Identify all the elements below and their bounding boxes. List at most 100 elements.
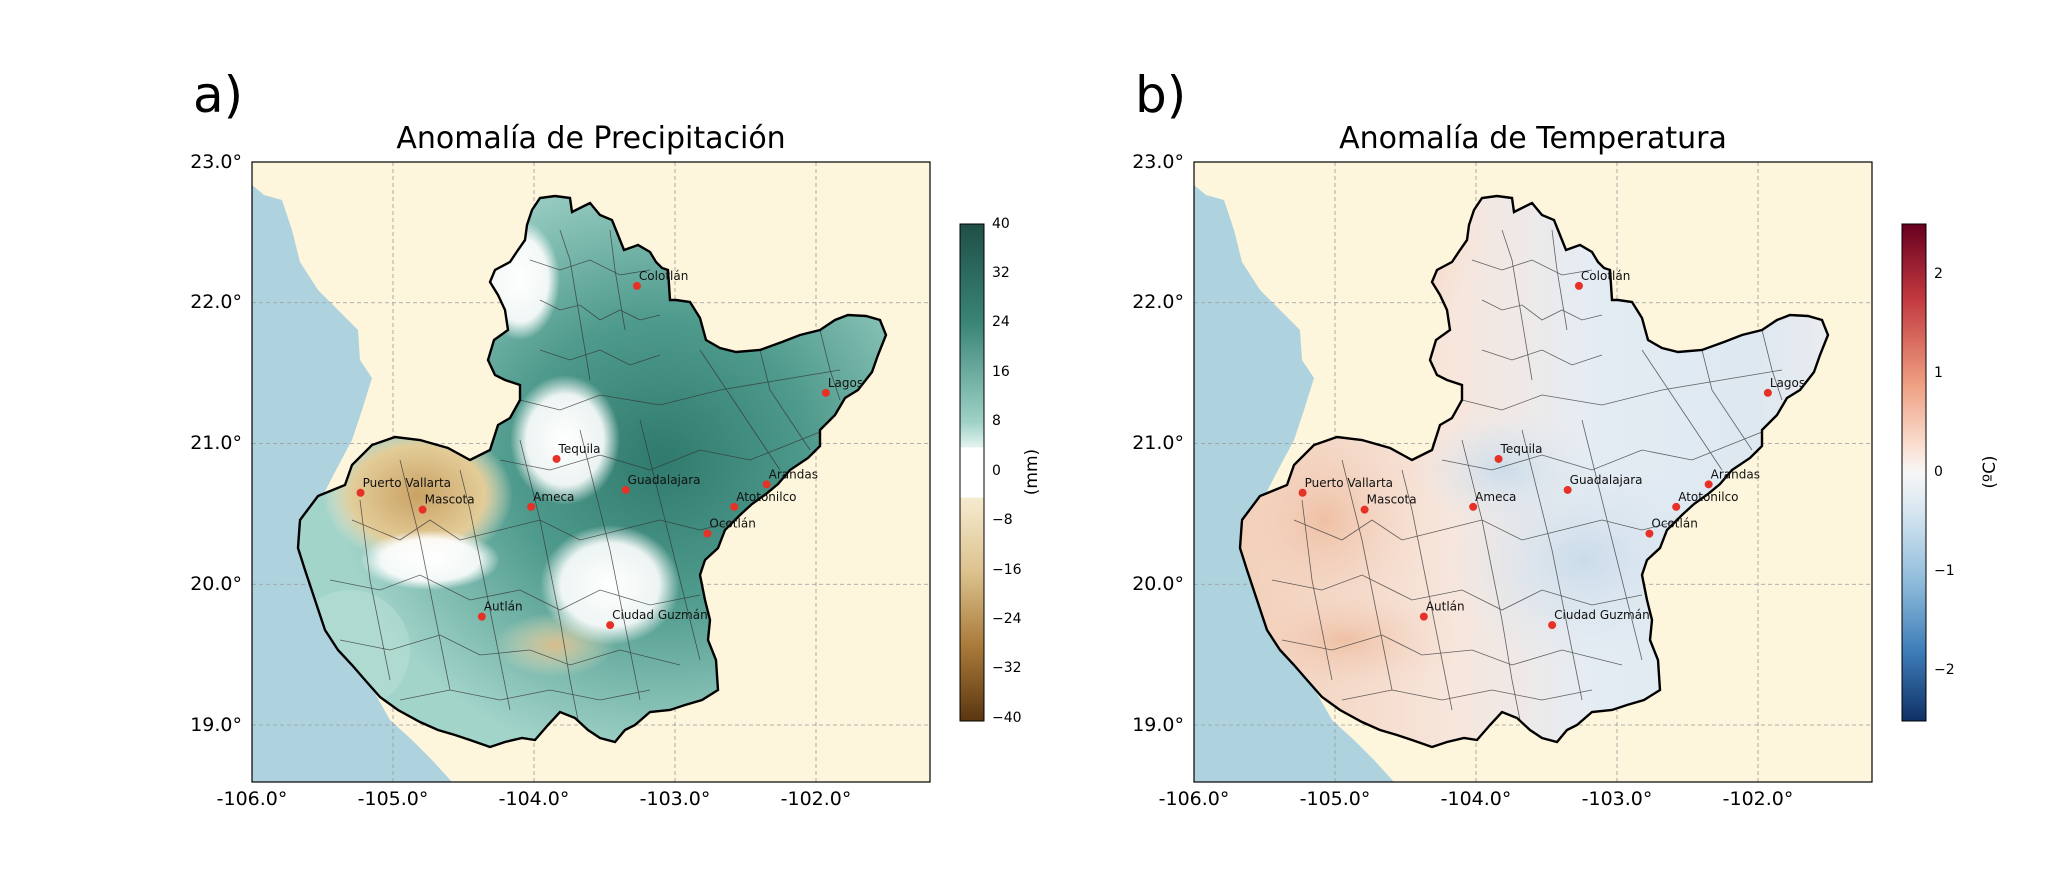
municipal-boundary: [699, 349, 781, 471]
y-tick: 22.0°: [190, 291, 242, 313]
city-marker: [1563, 485, 1572, 494]
municipal-boundary: [1551, 229, 1568, 331]
ocean: [1194, 185, 1394, 782]
city-marker: [356, 488, 365, 497]
city-label: Colotlán: [639, 269, 688, 283]
municipal-boundary: [1641, 349, 1723, 471]
city-marker: [762, 480, 771, 489]
x-tick: -103.0°: [639, 788, 711, 810]
municipal-boundary: [1301, 499, 1333, 681]
panel-letter: b): [1135, 66, 1187, 124]
x-tick: -105.0°: [1299, 788, 1371, 810]
municipal-boundary: [759, 349, 811, 451]
x-tick: -105.0°: [357, 788, 429, 810]
city-marker: [730, 502, 739, 511]
x-tick: -103.0°: [1581, 788, 1653, 810]
map-title: Anomalía de Precipitación: [396, 121, 786, 156]
x-tick: -102.0°: [780, 788, 852, 810]
municipal-boundary: [1581, 419, 1643, 661]
city-label: Autlán: [484, 600, 523, 614]
city-marker: [1419, 612, 1428, 621]
map-title: Anomalía de Temperatura: [1339, 121, 1727, 156]
city-marker: [527, 502, 536, 511]
colorbar-tick: 16: [992, 364, 1010, 380]
municipal-boundary: [339, 634, 681, 666]
municipal-boundary: [579, 429, 641, 701]
municipal-boundary: [1271, 574, 1643, 611]
municipal-boundary: [609, 229, 626, 331]
city-marker: [552, 454, 561, 463]
y-tick: 20.0°: [190, 573, 242, 595]
municipal-boundary: [1441, 419, 1793, 471]
municipal-boundary: [1481, 349, 1603, 366]
y-tick: 21.0°: [190, 432, 242, 454]
city-marker: [621, 485, 630, 494]
precipitation-map: Colotlán Lagos Tequila Puerto Vallarta Masco…: [251, 161, 985, 783]
city-marker: [1494, 454, 1503, 463]
city-marker: [1360, 505, 1369, 514]
city-label: Ocotlán: [1651, 517, 1697, 531]
city-label: Ameca: [1475, 490, 1516, 504]
municipal-boundary: [459, 469, 511, 711]
city-label: Ameca: [533, 490, 574, 504]
municipal-boundary: [819, 329, 841, 401]
colorbar-tick: 2: [1934, 266, 1943, 282]
city-label: Lagos: [1770, 376, 1805, 390]
city-marker: [1469, 502, 1478, 511]
city-marker: [1704, 480, 1713, 489]
colorbar: [1901, 223, 1927, 722]
colorbar: [959, 223, 985, 722]
colorbar-tick: 24: [992, 314, 1010, 330]
municipal-boundary: [519, 369, 841, 411]
colorbar-tick: −16: [992, 562, 1022, 578]
municipal-boundary: [1461, 369, 1783, 411]
colorbar-tick: −8: [992, 512, 1013, 528]
municipal-boundary: [1461, 439, 1523, 731]
municipal-boundary: [1471, 259, 1593, 276]
city-label: Mascota: [1367, 493, 1417, 507]
city-label: Mascota: [425, 493, 475, 507]
municipal-boundary: [1281, 634, 1623, 666]
city-label: Atotonilco: [1678, 490, 1738, 504]
municipal-boundary: [1341, 459, 1393, 691]
x-tick: -104.0°: [1440, 788, 1512, 810]
city-label: Guadalajara: [1570, 473, 1643, 487]
y-tick: 19.0°: [190, 714, 242, 736]
municipal-boundary: [329, 574, 701, 611]
city-marker: [606, 621, 615, 630]
municipal-boundary: [1481, 299, 1603, 321]
city-marker: [1645, 529, 1654, 538]
municipal-boundary: [1701, 349, 1753, 451]
city-label: Ciudad Guzmán: [612, 608, 708, 622]
x-tick: -104.0°: [498, 788, 570, 810]
ocean: [252, 185, 452, 782]
city-label: Puerto Vallarta: [363, 476, 451, 490]
y-tick: 20.0°: [1132, 573, 1184, 595]
colorbar-tick: 40: [992, 216, 1010, 232]
x-tick: -106.0°: [216, 788, 288, 810]
city-marker: [418, 505, 427, 514]
colorbar-tick: −24: [992, 611, 1022, 627]
colorbar-tick: 32: [992, 265, 1010, 281]
city-label: Guadalajara: [628, 473, 701, 487]
municipal-boundary: [539, 299, 661, 321]
municipal-boundary: [539, 349, 661, 366]
city-marker: [703, 529, 712, 538]
municipal-boundary: [639, 419, 701, 661]
municipal-boundary: [1401, 469, 1453, 711]
city-markers: Colotlán Lagos Tequila Puerto Vallarta Masco…: [1298, 269, 1805, 630]
city-label: Arandas: [769, 467, 818, 481]
municipal-boundary: [359, 499, 391, 681]
colorbar-tick: −32: [992, 660, 1022, 676]
city-marker: [1298, 488, 1307, 497]
panel-letter: a): [193, 66, 244, 124]
y-tick: 21.0°: [1132, 432, 1184, 454]
y-tick: 22.0°: [1132, 291, 1184, 313]
municipal-boundary: [499, 419, 851, 471]
map-frame: [251, 161, 931, 783]
colorbar-tick: −40: [992, 710, 1022, 726]
city-markers: Colotlán Lagos Tequila Puerto Vallarta Masco…: [356, 269, 863, 630]
municipal-boundary: [529, 259, 651, 276]
city-label: Ciudad Guzmán: [1554, 608, 1650, 622]
temperature-map: Colotlán Lagos Tequila Puerto Vallarta Masco…: [1193, 161, 1927, 783]
